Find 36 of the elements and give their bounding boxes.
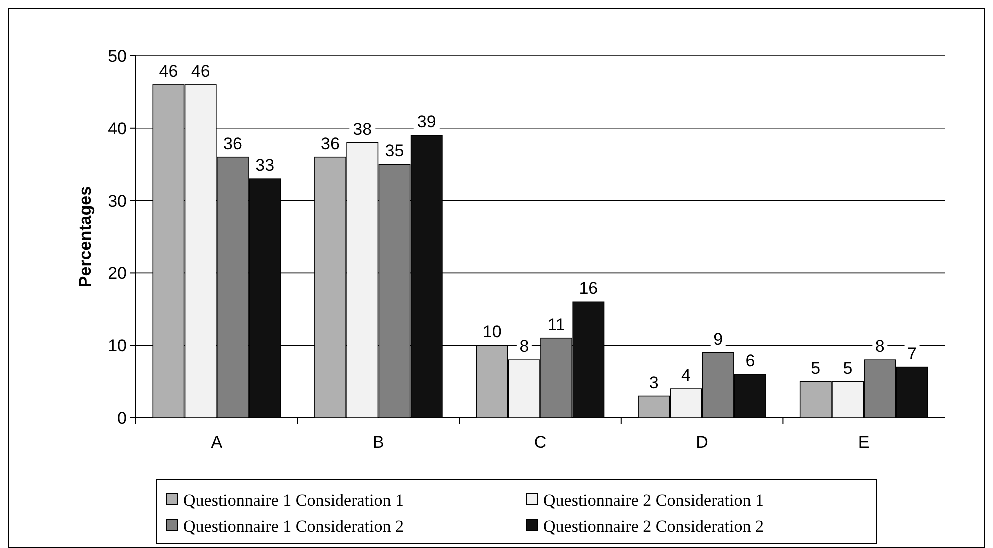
x-tick-label: A: [211, 433, 224, 452]
legend-label: Questionnaire 2 Consideration 2: [544, 516, 764, 536]
y-axis-title: Percentages: [76, 186, 95, 288]
data-label: 16: [579, 279, 598, 298]
y-tick-label: 40: [108, 119, 127, 138]
y-tick-label: 10: [108, 336, 127, 356]
x-tick-label: B: [373, 433, 384, 452]
legend-label: Questionnaire 1 Consideration 2: [184, 516, 404, 536]
y-tick-label: 0: [118, 408, 127, 428]
legend-label: Questionnaire 1 Consideration 1: [184, 490, 404, 510]
y-tick-label: 30: [108, 192, 127, 211]
data-label: 38: [353, 120, 372, 139]
data-label: 8: [875, 337, 885, 356]
data-label: 46: [191, 62, 210, 81]
data-label: 7: [908, 344, 918, 364]
data-label: 36: [224, 134, 242, 154]
legend-label: Questionnaire 2 Consideration 1: [544, 490, 764, 510]
data-label: 33: [256, 156, 275, 176]
data-label: 8: [520, 337, 530, 356]
data-label: 36: [321, 134, 340, 154]
data-label: 39: [417, 112, 436, 132]
x-tick-label: D: [696, 433, 708, 452]
data-label: 35: [385, 142, 404, 161]
y-tick-label: 50: [108, 46, 127, 66]
data-label: 6: [746, 352, 756, 371]
x-tick-label: C: [534, 433, 547, 452]
data-label: 46: [159, 62, 178, 81]
x-tick-label: E: [858, 433, 870, 452]
data-label: 11: [548, 315, 566, 334]
data-label: 3: [649, 373, 659, 392]
data-label: 5: [811, 358, 821, 378]
data-label: 4: [682, 366, 691, 386]
data-label: 5: [843, 358, 853, 378]
y-tick-label: 20: [108, 264, 127, 284]
data-label: 10: [482, 322, 502, 342]
data-label: 9: [714, 330, 724, 349]
